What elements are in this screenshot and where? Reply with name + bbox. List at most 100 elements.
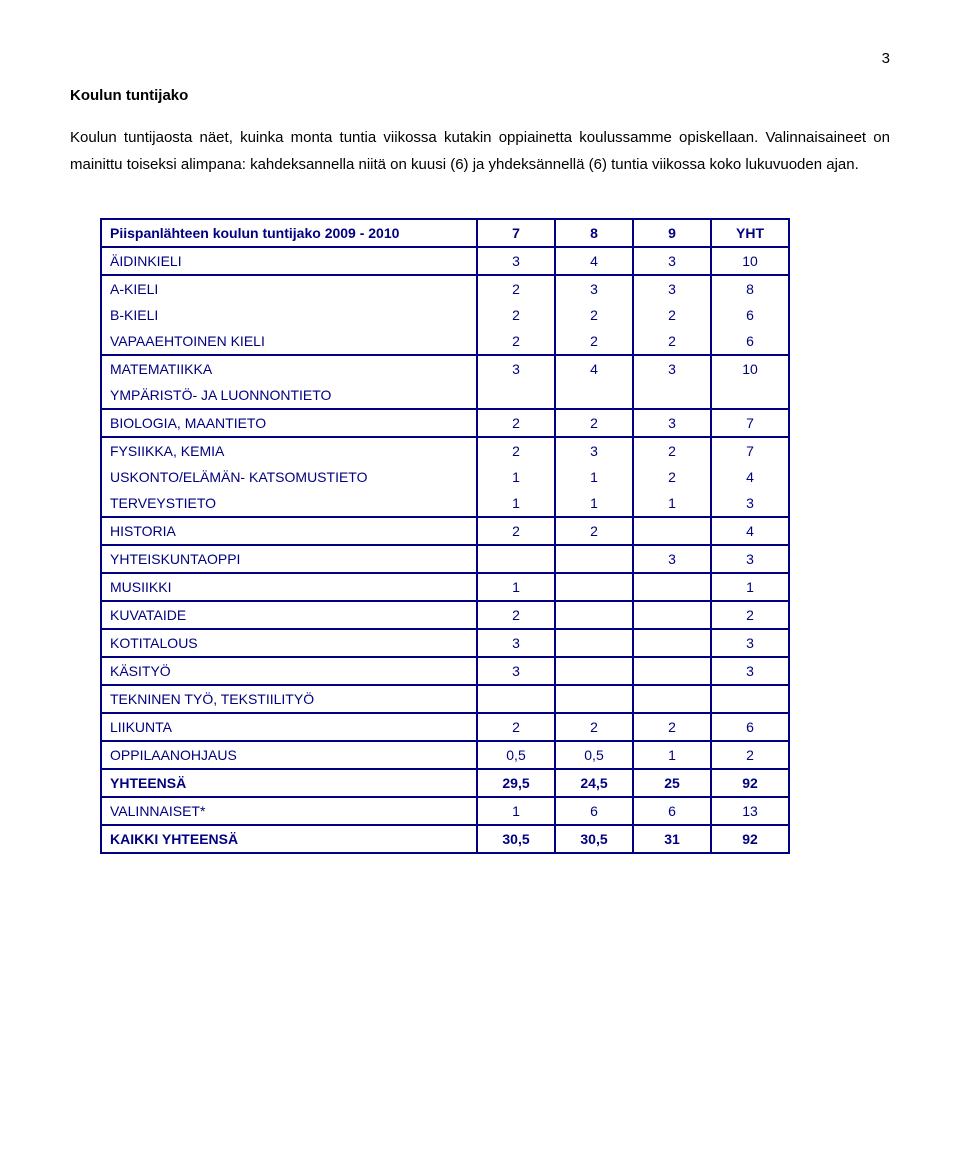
cell: 3: [633, 545, 711, 573]
cell: [555, 382, 633, 409]
cell: 10: [711, 247, 789, 275]
row-label: YHTEENSÄ: [101, 769, 477, 797]
col-header: 8: [555, 219, 633, 247]
table-row: USKONTO/ELÄMÄN- KATSOMUSTIETO 1 1 2 4: [101, 464, 789, 490]
table-row: TEKNINEN TYÖ, TEKSTIILITYÖ: [101, 685, 789, 713]
cell: 6: [555, 797, 633, 825]
cell: [633, 601, 711, 629]
cell: 3: [633, 275, 711, 302]
cell: 3: [633, 355, 711, 382]
table-row: KÄSITYÖ 3 3: [101, 657, 789, 685]
table-row: A-KIELI 2 3 3 8: [101, 275, 789, 302]
cell: [633, 657, 711, 685]
cell: [633, 517, 711, 545]
cell: 1: [633, 741, 711, 769]
cell: 1: [477, 490, 555, 517]
cell: 4: [555, 247, 633, 275]
cell: 30,5: [477, 825, 555, 853]
cell: 3: [477, 355, 555, 382]
row-label: YHTEISKUNTAOPPI: [101, 545, 477, 573]
cell: 0,5: [477, 741, 555, 769]
cell: 29,5: [477, 769, 555, 797]
table-row: YHTEISKUNTAOPPI 3 3: [101, 545, 789, 573]
cell: [555, 545, 633, 573]
table-header-row: Piispanlähteen koulun tuntijako 2009 - 2…: [101, 219, 789, 247]
cell: 2: [555, 328, 633, 355]
intro-paragraph: Koulun tuntijaosta näet, kuinka monta tu…: [70, 124, 890, 178]
page-heading: Koulun tuntijako: [70, 87, 890, 104]
cell: 1: [555, 490, 633, 517]
cell: 3: [477, 247, 555, 275]
row-label: VAPAAEHTOINEN KIELI: [101, 328, 477, 355]
cell: 2: [633, 464, 711, 490]
row-label: KUVATAIDE: [101, 601, 477, 629]
cell: 2: [477, 328, 555, 355]
cell: [555, 573, 633, 601]
table-title-cell: Piispanlähteen koulun tuntijako 2009 - 2…: [101, 219, 477, 247]
table-row: OPPILAANOHJAUS 0,5 0,5 1 2: [101, 741, 789, 769]
cell: 6: [711, 302, 789, 328]
cell: 25: [633, 769, 711, 797]
cell: [555, 601, 633, 629]
cell: [633, 629, 711, 657]
table-row: LIIKUNTA 2 2 2 6: [101, 713, 789, 741]
row-label: BIOLOGIA, MAANTIETO: [101, 409, 477, 437]
cell: 4: [711, 517, 789, 545]
table-row: VAPAAEHTOINEN KIELI 2 2 2 6: [101, 328, 789, 355]
cell: [477, 685, 555, 713]
cell: 30,5: [555, 825, 633, 853]
row-label: KOTITALOUS: [101, 629, 477, 657]
table-row: B-KIELI 2 2 2 6: [101, 302, 789, 328]
row-label: KAIKKI YHTEENSÄ: [101, 825, 477, 853]
table-row: YMPÄRISTÖ- JA LUONNONTIETO: [101, 382, 789, 409]
cell: 8: [711, 275, 789, 302]
cell: 4: [711, 464, 789, 490]
cell: 92: [711, 769, 789, 797]
cell: 3: [555, 437, 633, 464]
row-label: TEKNINEN TYÖ, TEKSTIILITYÖ: [101, 685, 477, 713]
cell: 3: [711, 657, 789, 685]
row-label: VALINNAISET*: [101, 797, 477, 825]
cell: 6: [633, 797, 711, 825]
cell: 2: [477, 437, 555, 464]
table-row: MATEMATIIKKA 3 4 3 10: [101, 355, 789, 382]
col-header: 7: [477, 219, 555, 247]
cell: 3: [633, 409, 711, 437]
cell: 10: [711, 355, 789, 382]
cell: 2: [555, 713, 633, 741]
table-row: BIOLOGIA, MAANTIETO 2 2 3 7: [101, 409, 789, 437]
cell: 7: [711, 437, 789, 464]
row-label: B-KIELI: [101, 302, 477, 328]
cell: 1: [477, 464, 555, 490]
cell: 2: [477, 517, 555, 545]
cell: [555, 685, 633, 713]
cell: 1: [477, 573, 555, 601]
row-label: A-KIELI: [101, 275, 477, 302]
table-row: VALINNAISET* 1 6 6 13: [101, 797, 789, 825]
table-row: HISTORIA 2 2 4: [101, 517, 789, 545]
cell: 1: [477, 797, 555, 825]
table-row: KOTITALOUS 3 3: [101, 629, 789, 657]
cell: 2: [633, 713, 711, 741]
cell: [711, 685, 789, 713]
cell: 1: [555, 464, 633, 490]
row-label: HISTORIA: [101, 517, 477, 545]
cell: 2: [711, 601, 789, 629]
cell: 24,5: [555, 769, 633, 797]
cell: 2: [477, 601, 555, 629]
cell: 2: [711, 741, 789, 769]
cell: 2: [477, 302, 555, 328]
cell: 4: [555, 355, 633, 382]
cell: 6: [711, 713, 789, 741]
table-row: TERVEYSTIETO 1 1 1 3: [101, 490, 789, 517]
cell: 1: [711, 573, 789, 601]
cell: [711, 382, 789, 409]
col-header: 9: [633, 219, 711, 247]
row-label: YMPÄRISTÖ- JA LUONNONTIETO: [101, 382, 477, 409]
row-label: MATEMATIIKKA: [101, 355, 477, 382]
cell: 2: [633, 437, 711, 464]
cell: 2: [633, 302, 711, 328]
cell: 2: [477, 275, 555, 302]
row-label: LIIKUNTA: [101, 713, 477, 741]
table-row: MUSIIKKI 1 1: [101, 573, 789, 601]
